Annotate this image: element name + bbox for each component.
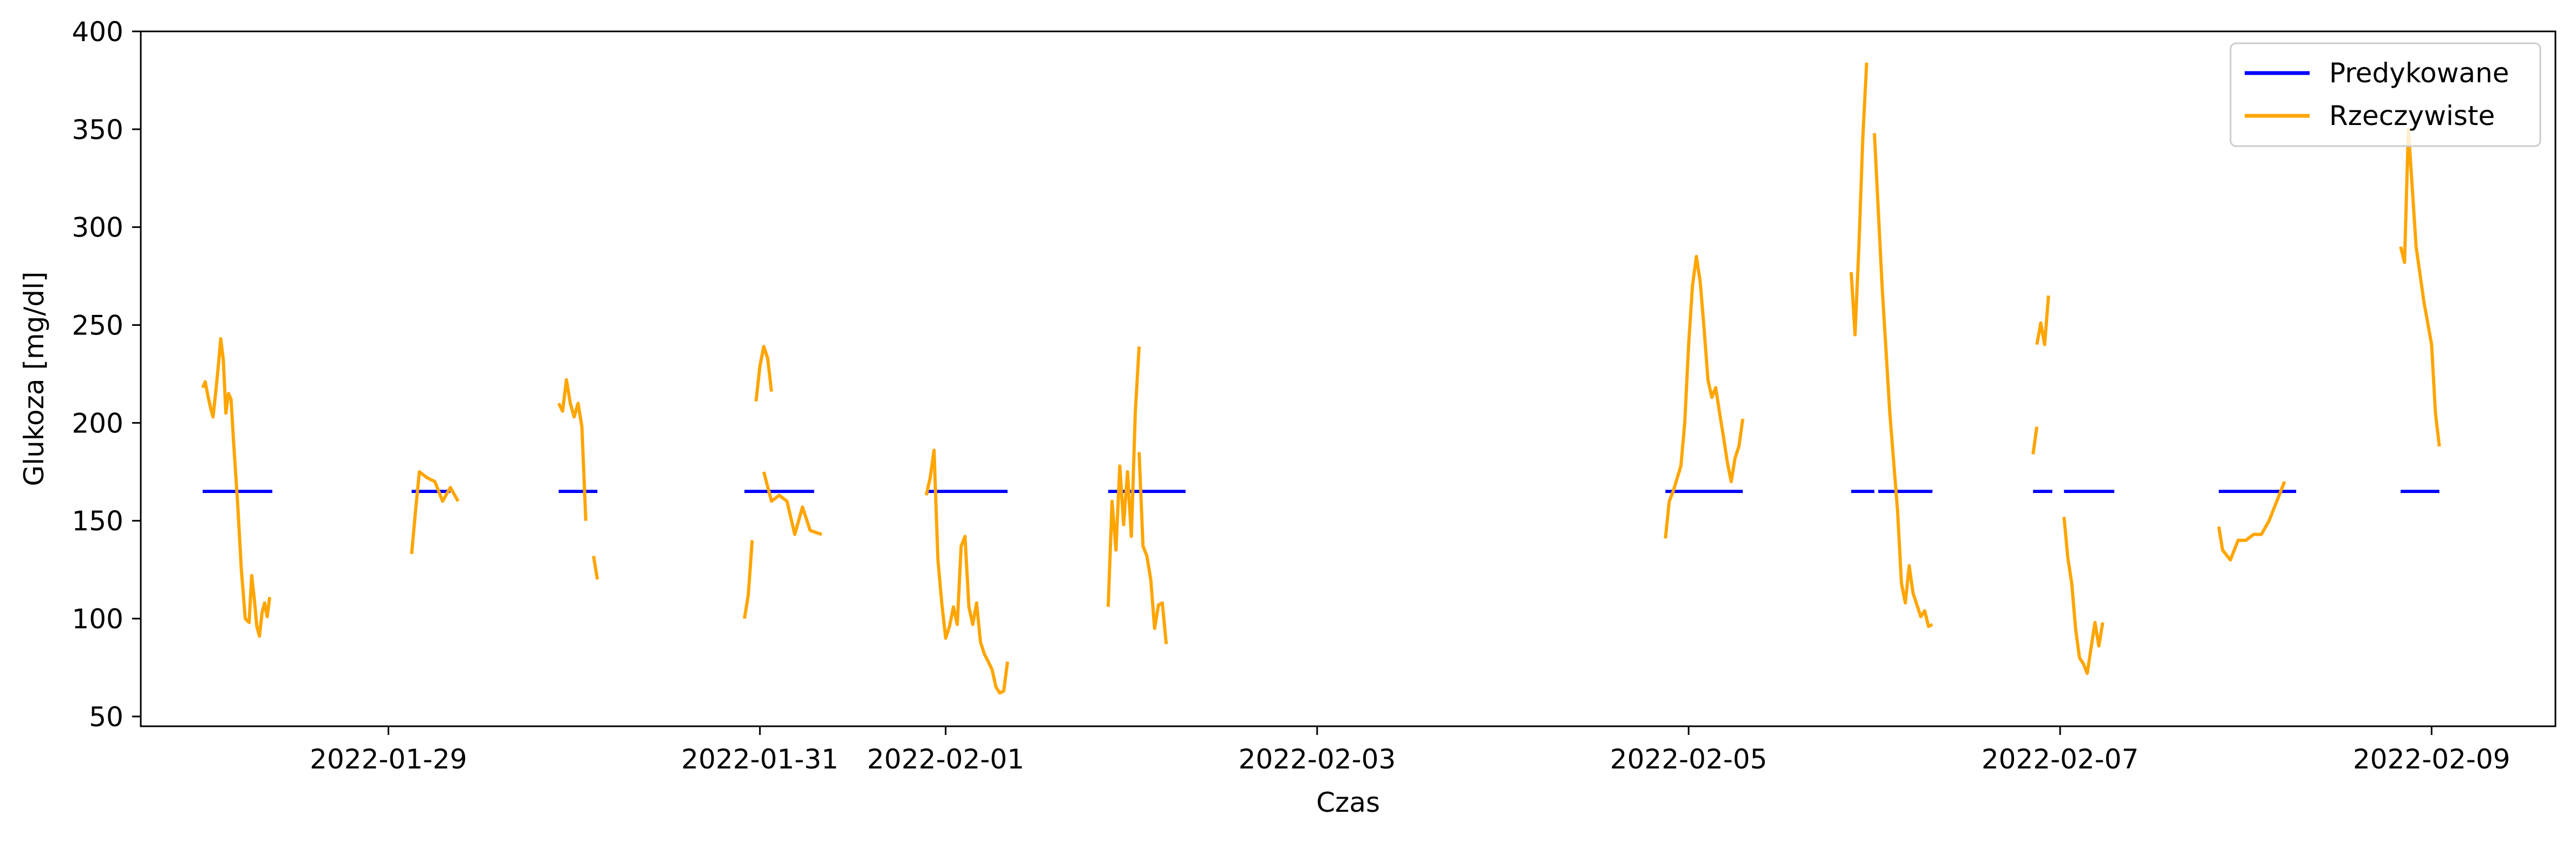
- rzeczywiste-segment-13: [2031, 426, 2039, 455]
- x-tick-label: 2022-01-29: [310, 744, 467, 775]
- series-rzeczywiste: [201, 62, 2441, 695]
- legend: Predykowane Rzeczywiste: [2230, 42, 2541, 147]
- legend-label-predykowane: Predykowane: [2329, 57, 2509, 89]
- y-tick-label: 50: [89, 701, 123, 733]
- rzeczywiste-segment-14: [2035, 295, 2050, 346]
- rzeczywiste-segment-3: [592, 555, 599, 580]
- rzeczywiste-segment-9: [1137, 452, 1168, 645]
- legend-label-rzeczywiste: Rzeczywiste: [2329, 100, 2495, 132]
- x-axis-label: Czas: [1316, 787, 1380, 818]
- x-axis: 2022-01-29 2022-01-31 2022-02-01 2022-02-03…: [310, 726, 2510, 775]
- rzeczywiste-segment-16: [2217, 481, 2286, 562]
- rzeczywiste-segment-1: [410, 470, 460, 554]
- y-tick-label: 300: [72, 212, 123, 244]
- y-axis-label: Glukoza [mg/dl]: [18, 272, 50, 487]
- x-tick-label: 2022-02-01: [867, 744, 1024, 775]
- rzeczywiste-segment-11: [1849, 62, 1868, 337]
- y-tick-label: 100: [72, 603, 123, 635]
- rzeczywiste-segment-0: [201, 337, 272, 638]
- x-tick-label: 2022-02-09: [2353, 744, 2510, 775]
- series-layer: [201, 62, 2441, 695]
- y-tick-label: 250: [72, 310, 123, 341]
- rzeczywiste-segment-15: [2062, 516, 2104, 675]
- plot-frame: [140, 30, 2557, 727]
- rzeczywiste-segment-17: [2399, 127, 2441, 447]
- x-tick-label: 2022-02-03: [1239, 744, 1396, 775]
- x-tick-label: 2022-01-31: [681, 744, 839, 775]
- rzeczywiste-segment-12: [1873, 133, 1933, 628]
- rzeczywiste-segment-6: [762, 471, 822, 536]
- rzeczywiste-segment-2: [557, 378, 587, 521]
- rzeczywiste-segment-8: [1106, 346, 1141, 607]
- rzeczywiste-segment-10: [1664, 254, 1744, 539]
- y-tick-label: 200: [72, 408, 123, 439]
- x-tick-label: 2022-02-05: [1610, 744, 1768, 775]
- rzeczywiste-segment-4: [743, 540, 754, 619]
- y-tick-label: 350: [72, 114, 123, 146]
- y-tick-label: 400: [72, 16, 123, 48]
- legend-box: [2230, 42, 2541, 147]
- y-tick-label: 150: [72, 505, 123, 537]
- x-tick-label: 2022-02-07: [1982, 744, 2139, 775]
- rzeczywiste-segment-7: [924, 449, 1009, 695]
- y-axis: 50 100 150 200 250 300 350 400: [72, 16, 141, 733]
- rzeczywiste-segment-5: [754, 345, 773, 402]
